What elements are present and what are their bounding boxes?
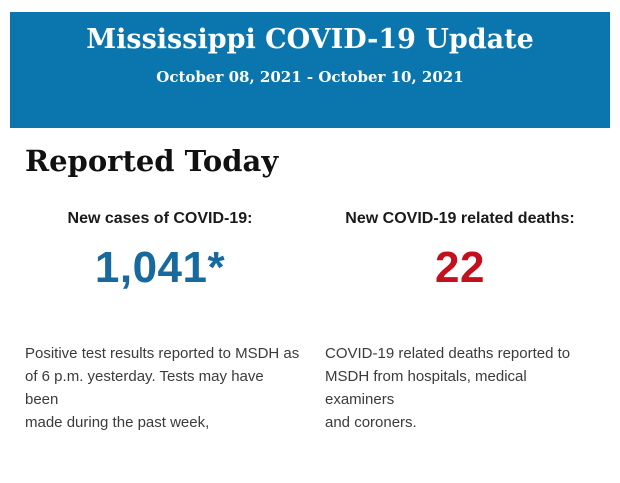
new-deaths-label: New COVID-19 related deaths: <box>345 209 575 227</box>
stat-deaths-column: New COVID-19 related deaths: 22 COVID-19… <box>310 209 610 434</box>
stats-row: New cases of COVID-19: 1,041* Positive t… <box>10 209 610 434</box>
new-cases-label: New cases of COVID-19: <box>67 209 253 227</box>
section-heading: Reported Today <box>25 144 279 178</box>
page-title: Mississippi COVID-19 Update <box>86 24 534 55</box>
new-cases-description: Positive test results reported to MSDH a… <box>25 344 300 431</box>
report-content: Reported Today New cases of COVID-19: 1,… <box>10 144 610 434</box>
date-range: October 08, 2021 - October 10, 2021 <box>156 68 464 87</box>
stat-cases-column: New cases of COVID-19: 1,041* Positive t… <box>10 209 310 434</box>
new-deaths-value: 22 <box>435 242 485 292</box>
header-banner: Mississippi COVID-19 Update October 08, … <box>10 12 610 128</box>
new-deaths-description: COVID-19 related deaths reported to MSDH… <box>325 344 571 431</box>
new-cases-value: 1,041* <box>94 242 226 292</box>
